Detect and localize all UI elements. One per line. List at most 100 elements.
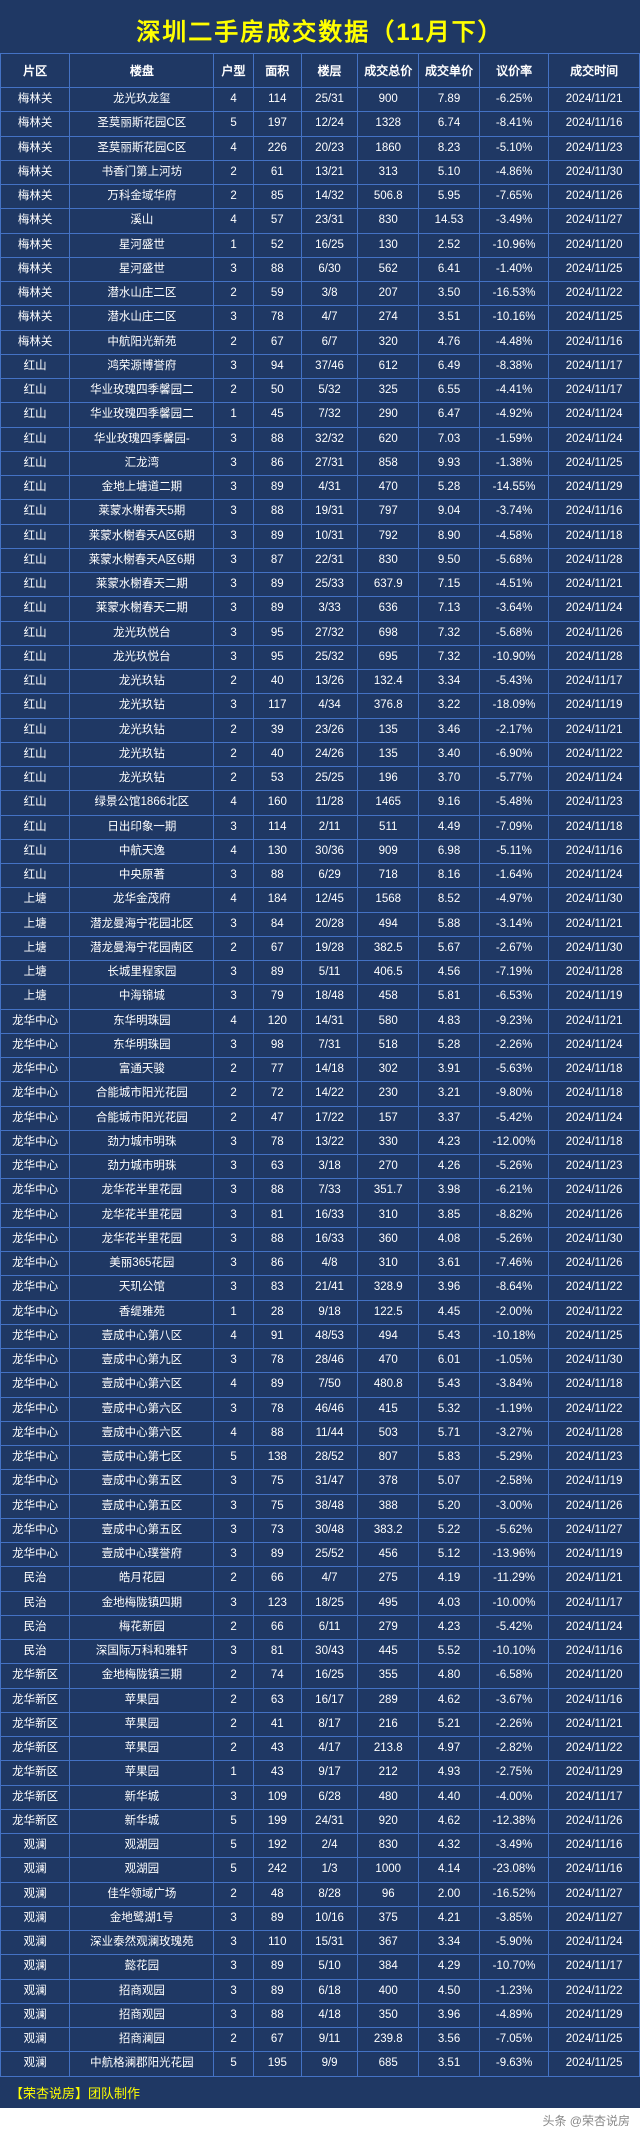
cell: 龙华中心 (1, 1518, 70, 1542)
cell: 132.4 (358, 670, 419, 694)
table-row: 龙华中心龙华花半里花园38816/333604.08-5.26%2024/11/… (1, 1227, 640, 1251)
cell: 858 (358, 451, 419, 475)
cell: 4.23 (419, 1130, 480, 1154)
cell: 莱蒙水榭春天5期 (70, 500, 214, 524)
cell: 1 (214, 403, 253, 427)
cell: 511 (358, 815, 419, 839)
cell: 苹果园 (70, 1712, 214, 1736)
cell: -7.19% (479, 961, 548, 985)
cell: 2/4 (301, 1834, 358, 1858)
col-header: 成交单价 (419, 54, 480, 88)
cell: 莱蒙水榭春天二期 (70, 597, 214, 621)
cell: 2024/11/22 (549, 742, 640, 766)
table-row: 梅林关星河盛世3886/305626.41-1.40%2024/11/25 (1, 257, 640, 281)
cell: 莱蒙水榭春天二期 (70, 573, 214, 597)
cell: 3.51 (419, 306, 480, 330)
cell: 562 (358, 257, 419, 281)
cell: 698 (358, 621, 419, 645)
cell: -7.05% (479, 2028, 548, 2052)
cell: 3 (214, 476, 253, 500)
cell: -3.14% (479, 912, 548, 936)
cell: 2024/11/16 (549, 1640, 640, 1664)
cell: 观澜 (1, 2003, 70, 2027)
cell: 3/8 (301, 282, 358, 306)
cell: 华业玫瑰四季馨园二 (70, 403, 214, 427)
cell: -5.77% (479, 767, 548, 791)
cell: 2024/11/24 (549, 767, 640, 791)
cell: 46/46 (301, 1397, 358, 1421)
cell: 莱蒙水榭春天A区6期 (70, 548, 214, 572)
cell: 2024/11/16 (549, 112, 640, 136)
cell: 88 (253, 1179, 301, 1203)
cell: 3.50 (419, 282, 480, 306)
cell: 9.50 (419, 548, 480, 572)
cell: -7.46% (479, 1252, 548, 1276)
cell: 67 (253, 936, 301, 960)
cell: 1000 (358, 1858, 419, 1882)
cell: 2024/11/25 (549, 2028, 640, 2052)
cell: 5.28 (419, 476, 480, 500)
cell: 2024/11/23 (549, 791, 640, 815)
cell: 503 (358, 1421, 419, 1445)
cell: 24/31 (301, 1809, 358, 1833)
cell: -3.00% (479, 1494, 548, 1518)
cell: 2024/11/24 (549, 597, 640, 621)
cell: 2024/11/26 (549, 621, 640, 645)
cell: 2024/11/24 (549, 1931, 640, 1955)
cell: 2024/11/16 (549, 839, 640, 863)
cell: 130 (358, 233, 419, 257)
footer: 【荣杏说房】团队制作 (0, 2077, 640, 2108)
cell: -5.63% (479, 1058, 548, 1082)
cell: 8.90 (419, 524, 480, 548)
cell: 88 (253, 500, 301, 524)
cell: -11.29% (479, 1567, 548, 1591)
table-row: 红山华业玫瑰四季馨园-38832/326207.03-1.59%2024/11/… (1, 427, 640, 451)
cell: 3.21 (419, 1082, 480, 1106)
cell: 376.8 (358, 694, 419, 718)
cell: 89 (253, 573, 301, 597)
cell: 绿景公馆1866北区 (70, 791, 214, 815)
cell: 81 (253, 1640, 301, 1664)
cell: 2024/11/28 (549, 1421, 640, 1445)
cell: 6.01 (419, 1349, 480, 1373)
cell: 24/26 (301, 742, 358, 766)
cell: 110 (253, 1931, 301, 1955)
cell: 4.19 (419, 1567, 480, 1591)
cell: 红山 (1, 694, 70, 718)
cell: 龙光玖钻 (70, 718, 214, 742)
cell: 龙华中心 (1, 1276, 70, 1300)
cell: 5 (214, 1809, 253, 1833)
cell: 壹成中心第六区 (70, 1397, 214, 1421)
cell: 天玑公馆 (70, 1276, 214, 1300)
cell: 61 (253, 160, 301, 184)
cell: 199 (253, 1809, 301, 1833)
cell: 2024/11/30 (549, 160, 640, 184)
cell: 1568 (358, 888, 419, 912)
cell: 2024/11/26 (549, 1252, 640, 1276)
cell: -3.67% (479, 1688, 548, 1712)
col-header: 成交总价 (358, 54, 419, 88)
cell: 351.7 (358, 1179, 419, 1203)
cell: 溪山 (70, 209, 214, 233)
cell: 2024/11/26 (549, 1494, 640, 1518)
cell: 1860 (358, 136, 419, 160)
cell: 506.8 (358, 185, 419, 209)
table-row: 梅林关万科金域华府28514/32506.85.95-7.65%2024/11/… (1, 185, 640, 209)
cell: 20/28 (301, 912, 358, 936)
cell: 12/24 (301, 112, 358, 136)
cell: 6/11 (301, 1615, 358, 1639)
cell: 2024/11/27 (549, 1882, 640, 1906)
cell: 3 (214, 912, 253, 936)
cell: 16/17 (301, 1688, 358, 1712)
table-row: 红山中航天逸413030/369096.98-5.11%2024/11/16 (1, 839, 640, 863)
cell: 91 (253, 1324, 301, 1348)
cell: 4 (214, 791, 253, 815)
cell: 14/18 (301, 1058, 358, 1082)
cell: 96 (358, 1882, 419, 1906)
cell: -4.48% (479, 330, 548, 354)
table-row: 上塘长城里程家园3895/11406.54.56-7.19%2024/11/28 (1, 961, 640, 985)
cell: 25/31 (301, 88, 358, 112)
cell: 5.43 (419, 1324, 480, 1348)
cell: 龙光玖悦台 (70, 621, 214, 645)
cell: 2024/11/18 (549, 1373, 640, 1397)
